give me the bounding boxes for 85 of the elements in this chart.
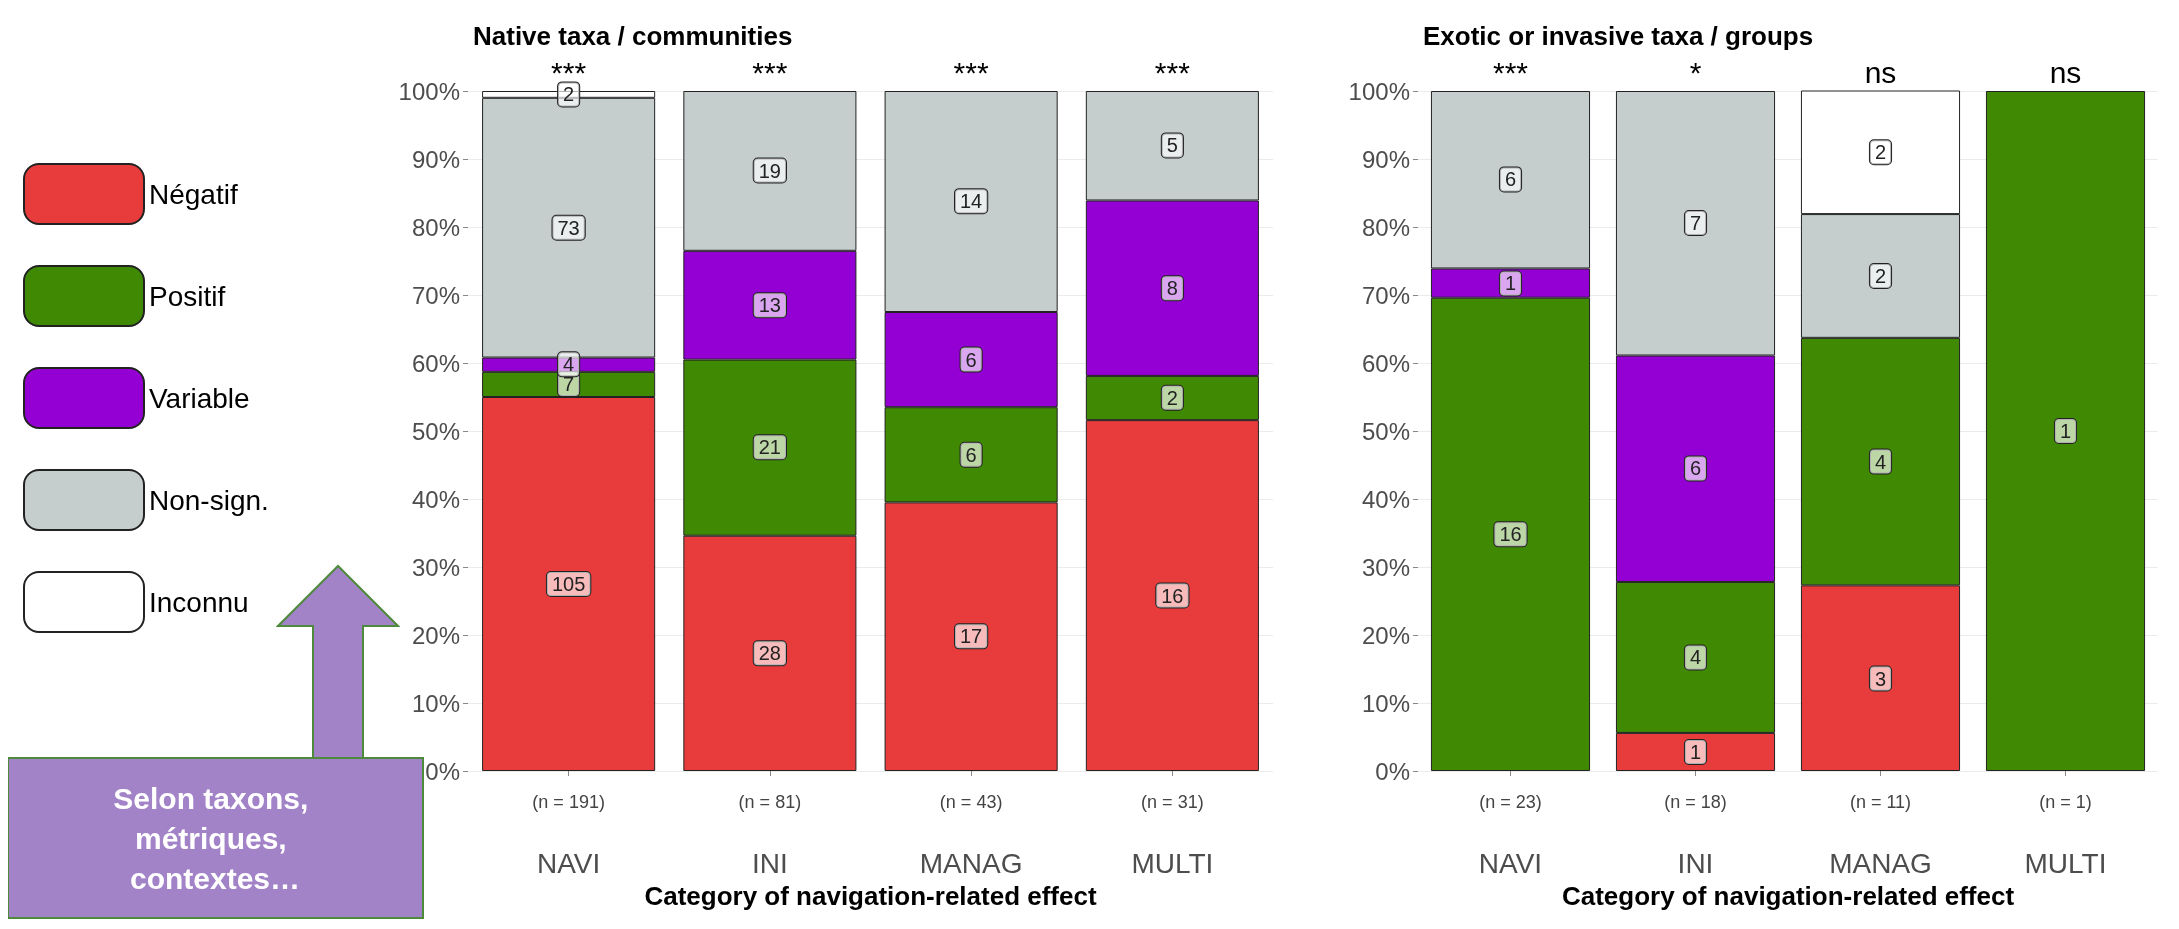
y-tick-label: 40% [1361, 485, 1410, 513]
annotation: 5 [1166, 134, 1178, 157]
annotation: 16 [1499, 523, 1522, 546]
annotation: 6 [965, 348, 977, 371]
text: Selon taxons, métriques, contextes… [113, 781, 317, 895]
annotation: 1 [1689, 740, 1702, 763]
annotation: 8 [1166, 277, 1178, 300]
annotation: 6 [1689, 457, 1702, 480]
x-tick-label: NAVI [536, 847, 601, 879]
y-tick-label: 0% [1375, 757, 1410, 785]
x-axis-title: Category of navigation-related effect [644, 881, 1097, 911]
y-tick-label: 60% [411, 349, 460, 377]
y-tick-label: 10% [411, 689, 460, 717]
y-tick-label: 30% [1361, 553, 1410, 581]
bar [1985, 91, 2146, 771]
legend-label: Inconnu [149, 586, 249, 618]
y-tick-label: 90% [411, 145, 460, 173]
x-axis-title: Category of navigation-related effect [1561, 881, 2015, 911]
x-tick-label: INI [1677, 847, 1714, 879]
annotation: 19 [758, 159, 781, 182]
annotation: *** [752, 55, 788, 89]
y-tick-label: 50% [411, 417, 460, 445]
annotation: 2 [563, 83, 575, 106]
x-tick-label: MULTI [2024, 847, 2107, 879]
annotation: 14 [960, 190, 983, 213]
chart-title: Native taxa / communities [473, 21, 793, 51]
annotation: 17 [960, 625, 983, 648]
annotation: *** [1154, 55, 1191, 89]
annotation: 4 [1874, 450, 1887, 473]
annotation: (n = 31) [1141, 792, 1204, 812]
y-tick-label: 80% [1361, 213, 1410, 241]
annotation: (n = 11) [1849, 792, 1912, 812]
y-tick-label: 0% [425, 757, 460, 785]
annotation: (n = 191) [532, 792, 605, 812]
annotation: *** [953, 55, 989, 89]
y-tick-label: 100% [1348, 77, 1410, 105]
annotation: 1 [2059, 420, 2072, 442]
annotation: 6 [965, 443, 977, 466]
annotation: (n = 43) [939, 792, 1003, 812]
annotation: 16 [1161, 584, 1184, 607]
x-tick-label: MANAG [919, 847, 1023, 879]
annotation: 1 [1504, 272, 1517, 295]
annotation: 105 [551, 573, 586, 595]
annotation: 4 [563, 353, 575, 376]
annotation: ns [1864, 55, 1897, 89]
y-tick-label: 10% [1361, 689, 1410, 717]
legend-label: Positif [149, 280, 226, 312]
annotation: 7 [563, 373, 575, 396]
annotation: (n = 81) [738, 792, 802, 812]
y-tick-label: 70% [411, 281, 460, 309]
y-tick-label: 60% [1361, 349, 1410, 377]
y-tick-label: 30% [411, 553, 460, 581]
annotation: 13 [758, 294, 781, 317]
x-tick-label: MULTI [1131, 847, 1214, 879]
y-tick-label: 70% [1361, 281, 1410, 309]
legend-label: Non-sign. [149, 484, 269, 516]
y-tick-label: 100% [398, 77, 460, 105]
annotation: *** [1492, 55, 1529, 89]
y-tick-label: 50% [1361, 417, 1410, 445]
annotation: 28 [758, 642, 781, 665]
annotation: ns [2049, 55, 2082, 89]
y-tick-label: 20% [411, 621, 460, 649]
annotation: 3 [1874, 667, 1887, 690]
x-tick-label: INI [751, 847, 788, 879]
annotation: 73 [557, 216, 580, 239]
annotation: 2 [1874, 141, 1887, 164]
annotation: 2 [1166, 386, 1178, 409]
x-tick-label: MANAG [1829, 847, 1932, 879]
legend-label: Négatif [149, 178, 238, 210]
x-tick-label: NAVI [1478, 847, 1543, 879]
annotation: 7 [1689, 211, 1702, 234]
annotation: 6 [1504, 168, 1517, 191]
y-tick-label: 90% [1361, 145, 1410, 173]
y-tick-label: 40% [411, 485, 460, 513]
y-tick-label: 20% [1361, 621, 1410, 649]
chart-title: Exotic or invasive taxa / groups [1423, 21, 1814, 51]
y-tick-label: 80% [411, 213, 460, 241]
legend-label: Variable [149, 382, 250, 414]
annotation: (n = 1) [2039, 792, 2092, 812]
annotation: * [1689, 55, 1702, 89]
annotation: (n = 18) [1664, 792, 1727, 812]
annotation: 21 [758, 436, 781, 459]
annotation: 2 [1874, 264, 1887, 287]
annotation: 4 [1689, 646, 1702, 669]
annotation: (n = 23) [1479, 792, 1542, 812]
